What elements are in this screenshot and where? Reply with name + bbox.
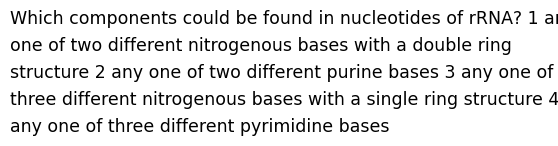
Text: structure 2 any one of two different purine bases 3 any one of: structure 2 any one of two different pur… <box>10 64 554 82</box>
Text: three different nitrogenous bases with a single ring structure 4: three different nitrogenous bases with a… <box>10 91 558 109</box>
Text: any one of three different pyrimidine bases: any one of three different pyrimidine ba… <box>10 118 389 136</box>
Text: Which components could be found in nucleotides of rRNA? 1 any: Which components could be found in nucle… <box>10 10 558 28</box>
Text: one of two different nitrogenous bases with a double ring: one of two different nitrogenous bases w… <box>10 37 512 55</box>
